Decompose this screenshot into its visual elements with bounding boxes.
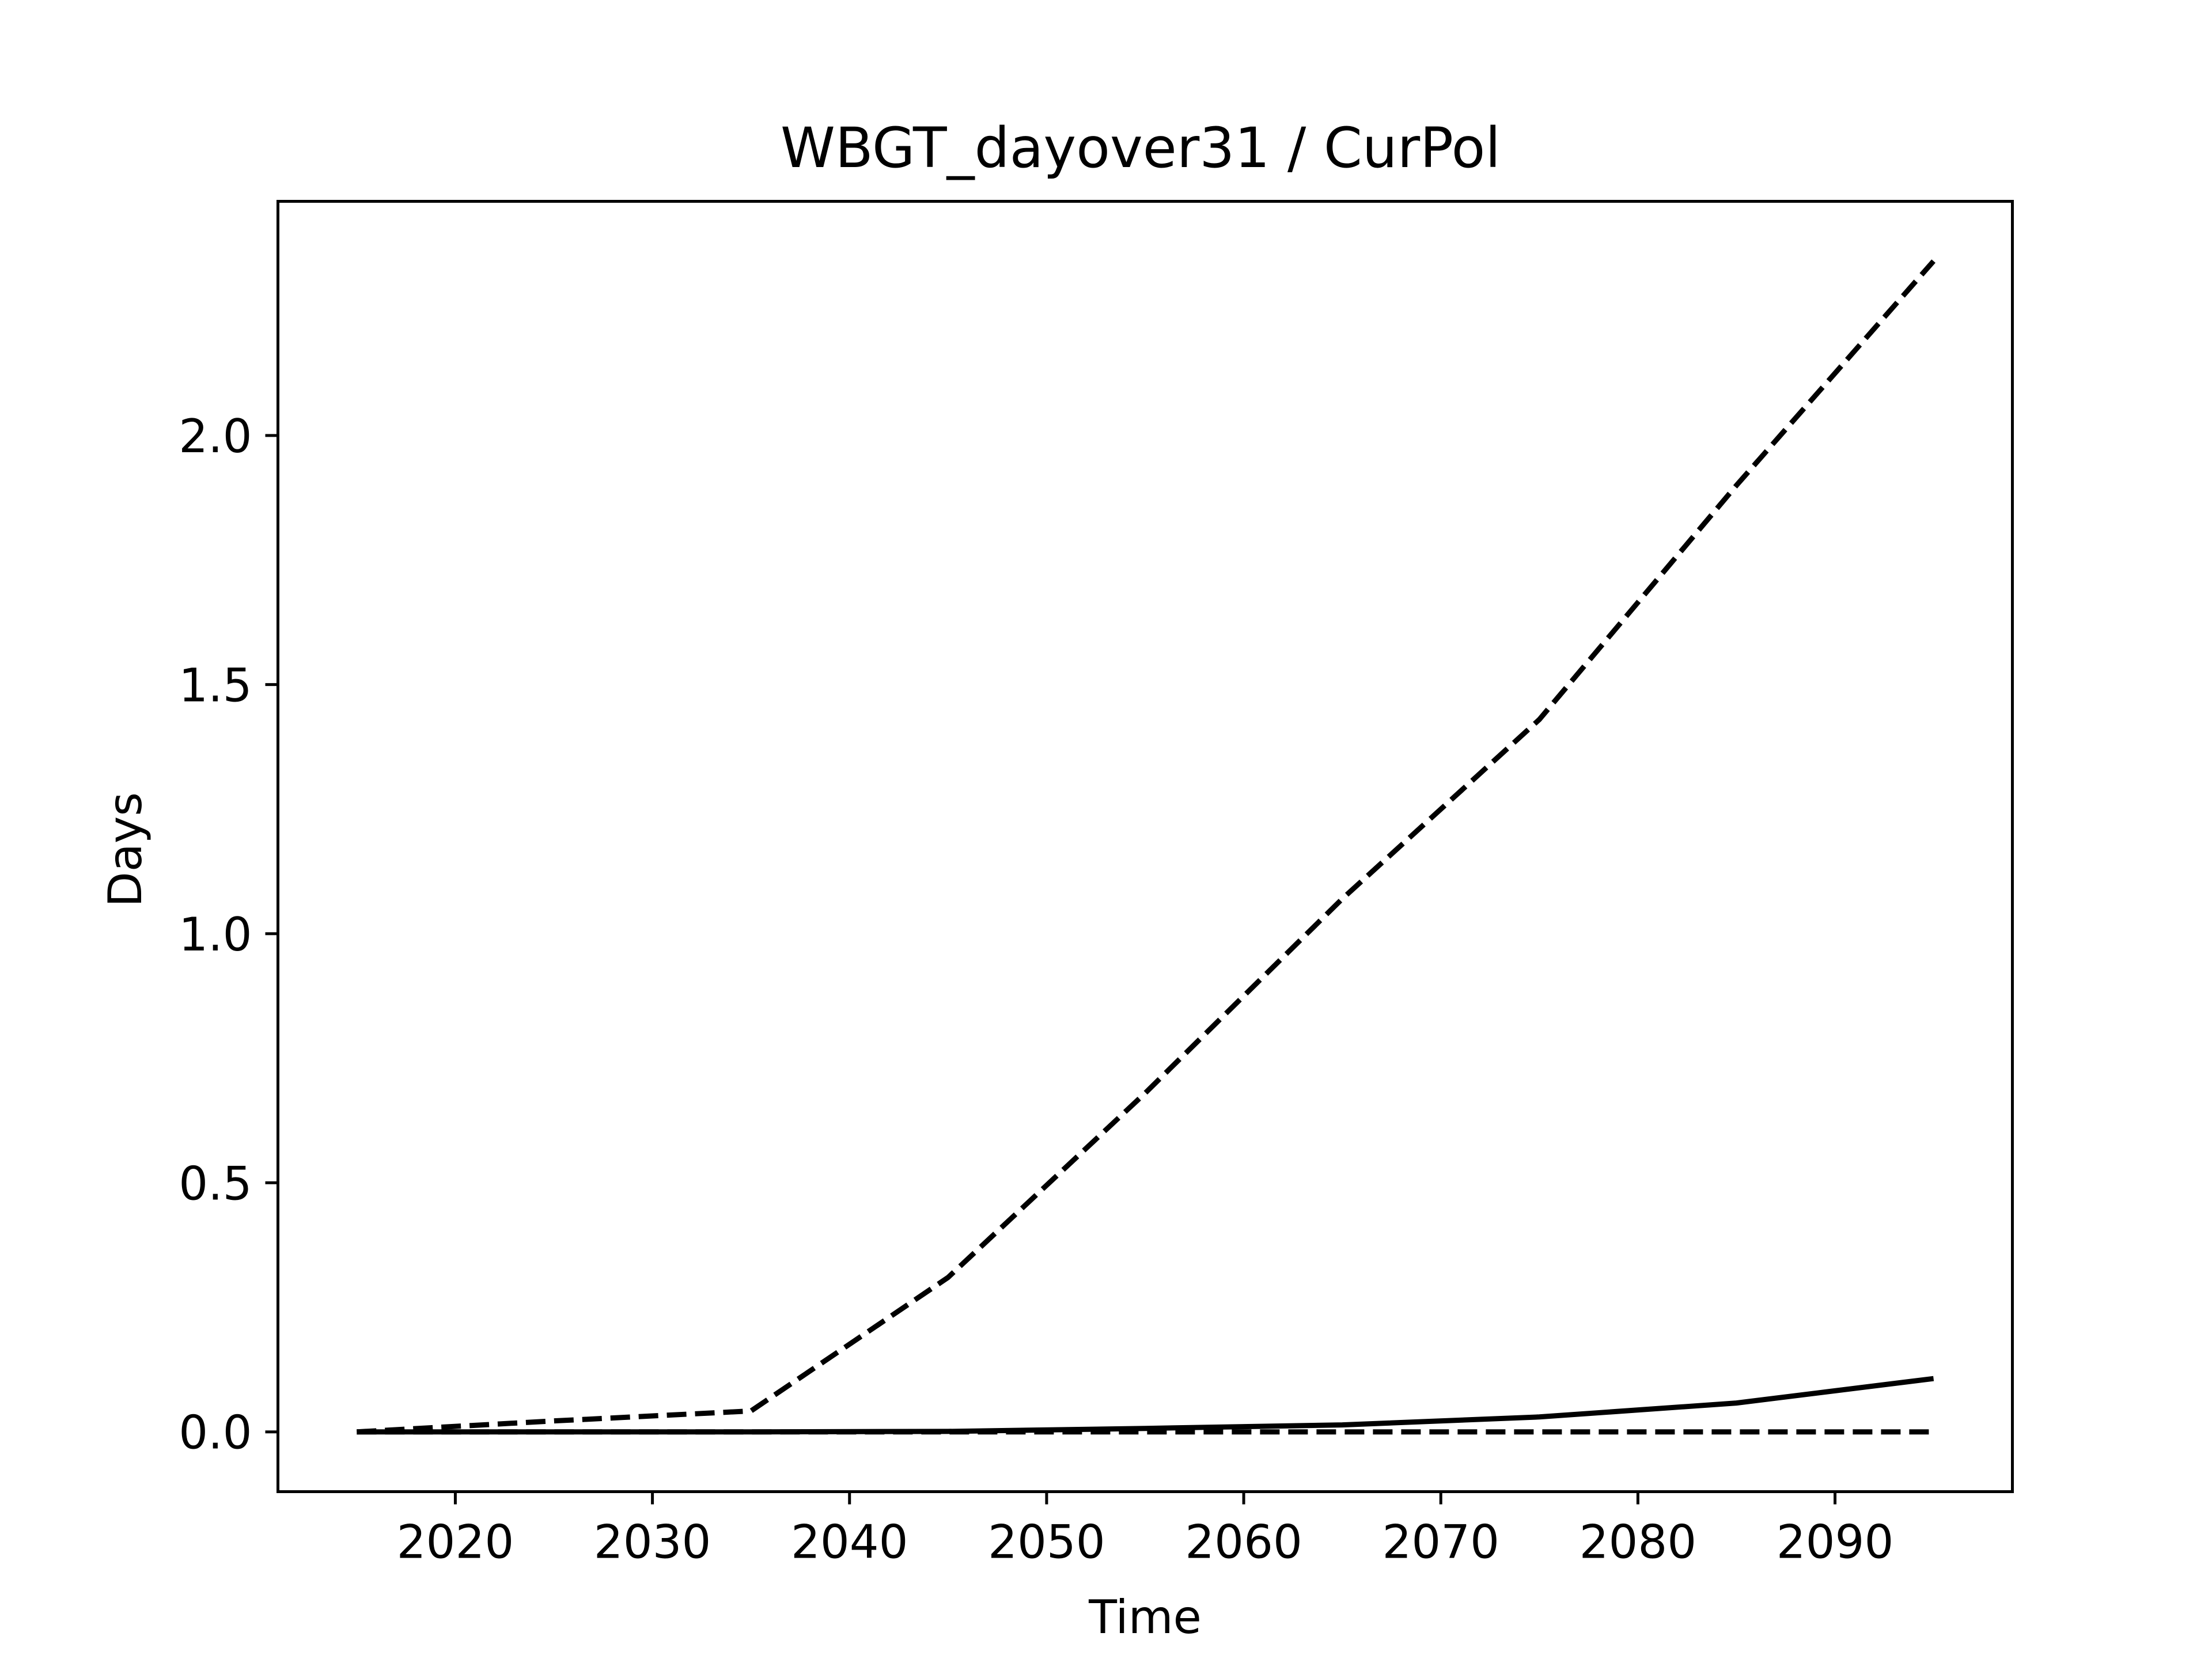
x-tick-label: 2040 — [791, 1516, 908, 1569]
x-tick-label: 2090 — [1777, 1516, 1894, 1569]
y-axis-label: Days — [99, 792, 152, 907]
x-axis-label: Time — [1088, 1590, 1202, 1644]
series-line-1 — [357, 259, 1936, 1435]
y-axis: 0.0 0.5 1.0 1.5 2.0 — [179, 410, 278, 1460]
series-line-2 — [357, 1376, 1934, 1435]
x-tick-label: 2050 — [988, 1516, 1105, 1569]
x-tick-label: 2070 — [1382, 1516, 1499, 1569]
x-tick-label: 2030 — [594, 1516, 711, 1569]
chart-title: WBGT_dayover31 / CurPol — [781, 116, 1501, 180]
y-tick-label: 0.5 — [179, 1157, 252, 1210]
y-tick-label: 1.0 — [179, 908, 252, 961]
x-tick-label: 2080 — [1580, 1516, 1697, 1569]
y-tick-label: 2.0 — [179, 410, 252, 463]
plot-lines — [357, 259, 1936, 1435]
y-tick-label: 0.0 — [179, 1406, 252, 1460]
x-tick-label: 2020 — [397, 1516, 514, 1569]
x-tick-label: 2060 — [1185, 1516, 1302, 1569]
x-axis: 2020 2030 2040 2050 2060 2070 2080 2090 — [397, 1491, 1894, 1569]
plot-frame — [276, 200, 2014, 1493]
y-tick-label: 1.5 — [179, 658, 252, 712]
